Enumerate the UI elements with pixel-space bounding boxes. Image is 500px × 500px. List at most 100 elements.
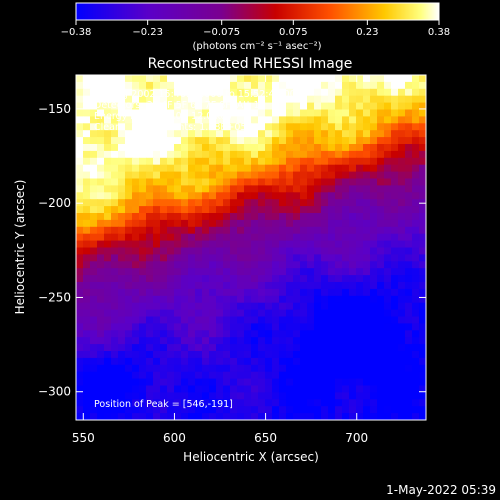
- heatmap-cell: [202, 164, 210, 173]
- heatmap-cell: [118, 219, 126, 228]
- heatmap-cell: [314, 150, 322, 159]
- heatmap-cell: [132, 206, 140, 214]
- heatmap-cell: [342, 88, 350, 97]
- heatmap-cell: [321, 351, 329, 359]
- heatmap-cell: [83, 254, 91, 262]
- heatmap-cell: [153, 206, 161, 214]
- heatmap-cell: [132, 364, 140, 373]
- heatmap-cell: [174, 275, 182, 283]
- heatmap-cell: [181, 109, 189, 117]
- heatmap-cell: [272, 116, 280, 124]
- heatmap-cell: [202, 206, 210, 214]
- heatmap-cell: [279, 233, 287, 242]
- heatmap-cell: [223, 178, 231, 186]
- heatmap-cell: [349, 261, 357, 269]
- heatmap-cell: [405, 261, 413, 269]
- heatmap-cell: [181, 275, 189, 283]
- heatmap-cell: [293, 282, 301, 290]
- heatmap-cell: [412, 116, 420, 124]
- heatmap-cell: [237, 213, 245, 221]
- heatmap-cell: [307, 116, 315, 124]
- heatmap-cell: [181, 247, 189, 255]
- heatmap-cell: [83, 199, 91, 207]
- heatmap-cell: [363, 226, 371, 235]
- heatmap-cell: [230, 233, 238, 242]
- heatmap-cell: [279, 323, 287, 331]
- heatmap-cell: [412, 102, 420, 111]
- heatmap-cell: [405, 302, 413, 311]
- heatmap-cell: [370, 199, 378, 207]
- heatmap-cell: [139, 144, 147, 152]
- heatmap-cell: [370, 81, 378, 90]
- heatmap-cell: [237, 144, 245, 152]
- heatmap-cell: [272, 130, 280, 138]
- heatmap-cell: [419, 385, 426, 393]
- heatmap-cell: [293, 316, 301, 324]
- heatmap-cell: [356, 316, 364, 324]
- heatmap-cell: [272, 219, 280, 228]
- heatmap-cell: [104, 295, 112, 304]
- heatmap-cell: [258, 309, 266, 318]
- heatmap-cell: [153, 316, 161, 324]
- heatmap-cell: [293, 206, 301, 214]
- heatmap-cell: [405, 275, 413, 283]
- heatmap-cell: [188, 288, 196, 297]
- heatmap-cell: [83, 192, 91, 200]
- heatmap-cell: [391, 275, 399, 283]
- heatmap-cell: [265, 75, 273, 83]
- heatmap-cell: [97, 150, 105, 159]
- heatmap-cell: [363, 192, 371, 200]
- heatmap-cell: [97, 337, 105, 345]
- heatmap-cell: [307, 330, 315, 338]
- heatmap-cell: [90, 330, 98, 338]
- heatmap-cell: [314, 316, 322, 324]
- heatmap-cell: [167, 323, 175, 331]
- heatmap-cell: [391, 75, 399, 83]
- heatmap-cell: [265, 137, 273, 145]
- heatmap-cell: [90, 323, 98, 331]
- heatmap-cell: [419, 233, 426, 242]
- heatmap-cell: [216, 288, 224, 297]
- heatmap-cell: [188, 385, 196, 393]
- heatmap-cell: [195, 199, 203, 207]
- heatmap-cell: [83, 81, 91, 90]
- heatmap-cell: [230, 344, 238, 352]
- heatmap-cell: [132, 330, 140, 338]
- heatmap-cell: [412, 337, 420, 345]
- heatmap-cell: [188, 316, 196, 324]
- heatmap-cell: [258, 268, 266, 276]
- heatmap-cell: [286, 357, 294, 366]
- heatmap-cell: [244, 157, 252, 166]
- heatmap-cell: [146, 399, 154, 407]
- heatmap-cell: [188, 406, 196, 414]
- heatmap-cell: [321, 213, 329, 221]
- heatmap-cell: [321, 206, 329, 214]
- heatmap-cell: [307, 123, 315, 131]
- heatmap-cell: [398, 226, 406, 235]
- heatmap-cell: [188, 226, 196, 235]
- heatmap-cell: [328, 371, 336, 380]
- heatmap-cell: [160, 81, 168, 90]
- heatmap-cell: [314, 75, 322, 83]
- heatmap-cell: [174, 178, 182, 186]
- heatmap-cell: [181, 102, 189, 111]
- heatmap-cell: [237, 275, 245, 283]
- heatmap-cell: [97, 323, 105, 331]
- heatmap-cell: [202, 171, 210, 180]
- heatmap-cell: [202, 75, 210, 83]
- heatmap-cell: [167, 344, 175, 352]
- heatmap-cell: [153, 102, 161, 111]
- heatmap-cell: [419, 316, 426, 324]
- heatmap-cell: [230, 378, 238, 387]
- heatmap-cell: [391, 351, 399, 359]
- heatmap-cell: [363, 157, 371, 166]
- heatmap-cell: [237, 150, 245, 159]
- heatmap-cell: [125, 344, 133, 352]
- heatmap-cell: [370, 399, 378, 407]
- heatmap-cell: [209, 247, 217, 255]
- heatmap-cell: [244, 137, 252, 145]
- heatmap-cell: [97, 254, 105, 262]
- heatmap-cell: [356, 268, 364, 276]
- heatmap-cell: [377, 323, 385, 331]
- heatmap-cell: [356, 357, 364, 366]
